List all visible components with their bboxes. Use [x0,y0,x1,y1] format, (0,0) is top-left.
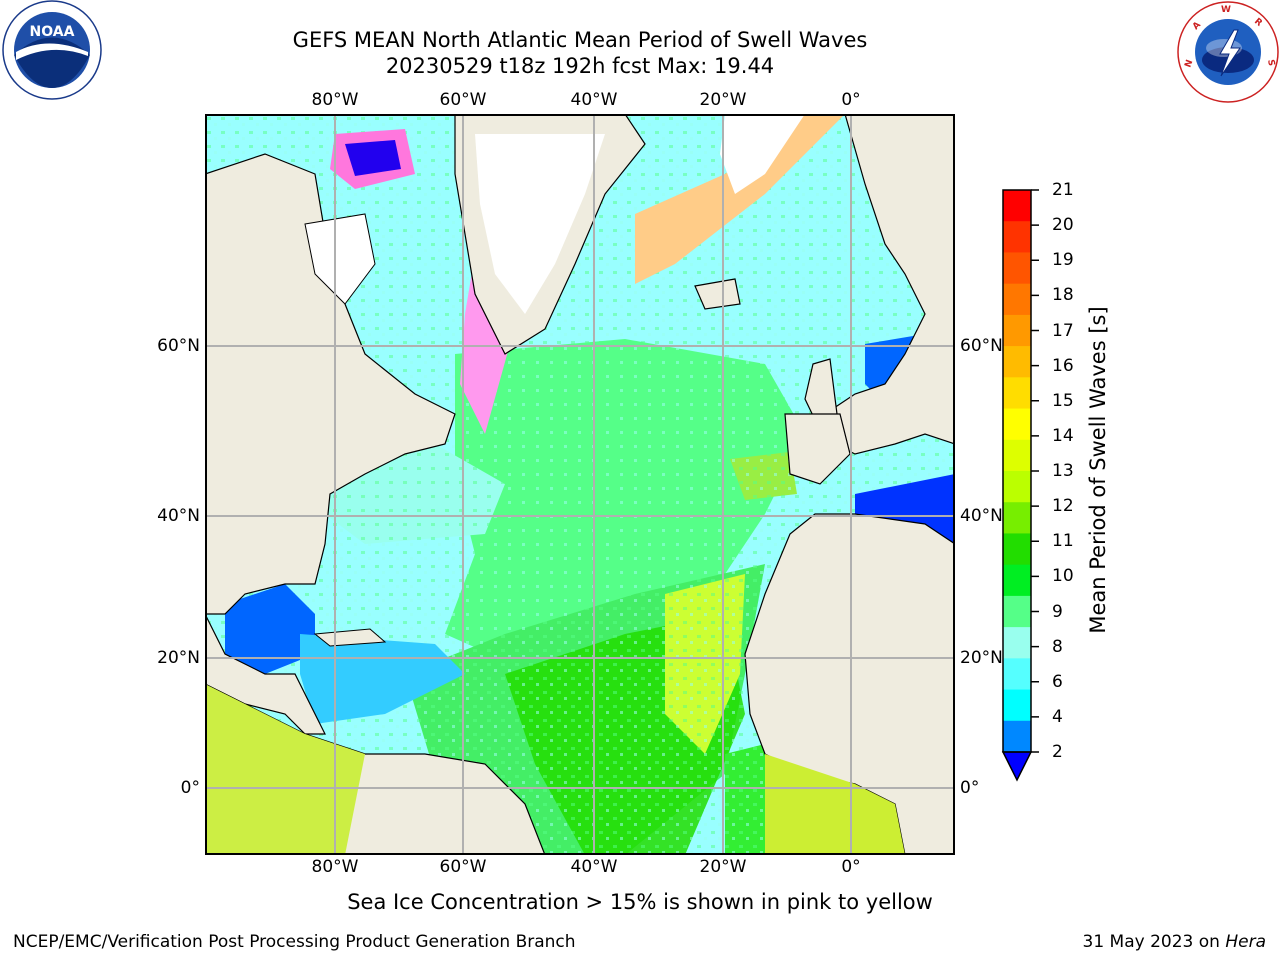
colorbar-bin [1003,283,1031,316]
sea-ice-greenland [635,114,845,284]
lat-label-right: 40°N [960,506,1003,526]
ice-baffin [304,213,376,305]
forecast-subtitle: 20230529 t18z 192h fcst Max: 19.44 [385,54,775,78]
swell-period-map [205,114,955,855]
map-title: GEFS MEAN North Atlantic Mean Period of … [292,28,868,52]
lon-label-top: 40°W [570,90,618,110]
colorbar-under-triangle [1001,751,1033,782]
africa-swell-overlay [765,754,905,855]
lon-label-bottom: 60°W [439,857,487,877]
ice-svalbard [720,114,805,194]
footer-date-text: 31 May 2023 on [1082,932,1220,952]
colorbar-tick-label: 19 [1052,250,1074,271]
lat-label-left: 60°N [157,336,200,356]
colorbar-bin [1003,627,1031,659]
colorbar-tick-label: 6 [1052,671,1063,692]
lon-label-bottom: 40°W [570,857,618,877]
lon-label-bottom: 20°W [699,857,747,877]
caribbean-short-period [300,634,465,724]
lat-label-right: 20°N [960,648,1003,668]
svg-text:R: R [1252,17,1264,29]
colorbar-bin [1003,190,1031,222]
land-iceland [694,278,741,310]
colorbar-tick-label: 10 [1052,566,1074,587]
colorbar-tick-label: 4 [1052,706,1063,727]
colorbar-label: Mean Period of Swell Waves [s] [1086,306,1110,634]
colorbar-bins [1003,190,1031,753]
colorbar-tick-label: 16 [1052,355,1074,376]
lon-label-bottom: 80°W [311,857,359,877]
colorbar-tick-label: 20 [1052,215,1074,236]
colorbar-tick-label: 21 [1052,180,1074,200]
svg-text:W: W [1221,5,1231,15]
sea-ice-hudson-core [345,140,401,176]
graticule [205,114,955,855]
footer-credit: NCEP/EMC/Verification Post Processing Pr… [13,932,576,952]
colorbar-bin [1003,221,1031,253]
colorbar-bin [1003,658,1031,691]
noaa-logo: NOAA [2,0,102,100]
colorbar-tick-label: 17 [1052,320,1074,341]
lon-label-top: 80°W [311,90,359,110]
south-america-swell-overlay [205,684,365,855]
lon-label-top: 0° [841,90,861,110]
colorbar [1001,189,1039,782]
map-frame [205,114,955,855]
colorbar-tick-label: 13 [1052,461,1074,481]
colorbar-tick-label: 8 [1052,636,1063,657]
colorbar-tick-label: 11 [1052,531,1074,552]
lon-label-bottom: 0° [841,857,861,877]
lat-label-right: 60°N [960,336,1003,356]
colorbar-bin [1003,471,1031,503]
colorbar-bin [1003,533,1031,566]
svg-text:S: S [1265,59,1276,67]
colorbar-bin [1003,564,1031,597]
colorbar-ticks [1031,189,1039,753]
lon-label-top: 20°W [699,90,747,110]
lat-label-left: 20°N [157,648,200,668]
footer-date: 31 May 2023 on Hera [1083,932,1267,952]
land-europe [824,114,955,455]
colorbar-bin [1003,595,1031,628]
colorbar-bin [1003,408,1031,441]
colorbar-bin [1003,252,1031,285]
noaa-logo-text: NOAA [30,24,75,40]
colorbar-tick-label: 15 [1052,390,1074,411]
lat-label-left: 40°N [157,506,200,526]
colorbar-tick-label: 9 [1052,601,1063,622]
sea-ice-note: Sea Ice Concentration > 15% is shown in … [347,890,933,914]
colorbar-bin [1003,689,1031,722]
colorbar-bin [1003,377,1031,410]
colorbar-bin [1003,346,1031,378]
colorbar-bin [1003,439,1031,472]
gulf-of-mexico-short-period [225,584,315,674]
lon-label-top: 60°W [439,90,487,110]
footer-machine: Hera [1225,932,1266,952]
lat-label-right: 0° [960,778,980,798]
nws-logo: N A W R S [1177,1,1279,103]
colorbar-tick-label: 14 [1052,425,1074,446]
colorbar-bin [1003,502,1031,534]
colorbar-tick-label: 18 [1052,285,1074,306]
colorbar-bin [1003,314,1031,347]
svg-text:N: N [1183,59,1195,70]
lat-label-left: 0° [180,778,200,798]
land-iberia [784,413,851,485]
land-cuba [313,628,387,647]
colorbar-bin [1003,720,1031,753]
colorbar-tick-label: 2 [1052,742,1063,762]
colorbar-tick-label: 12 [1052,496,1074,517]
ice-cap-greenland [475,134,605,314]
